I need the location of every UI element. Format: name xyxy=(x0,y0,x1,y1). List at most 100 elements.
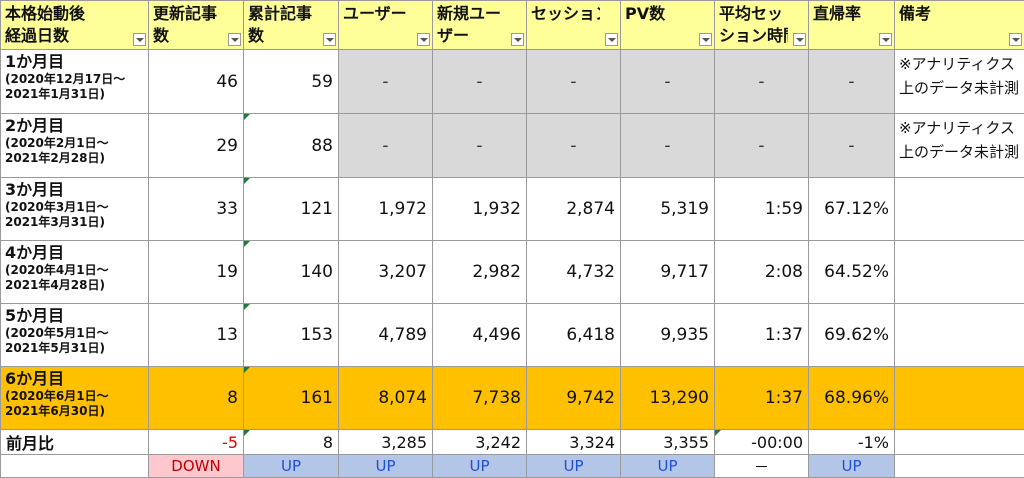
avg-time-cell[interactable]: 1:37 xyxy=(715,367,809,430)
note-cell[interactable] xyxy=(895,304,1024,367)
updated-cell[interactable]: 46 xyxy=(149,50,244,114)
total-cell[interactable]: 121 xyxy=(244,178,339,241)
total-cell[interactable]: 88 xyxy=(244,114,339,178)
pv-cell[interactable]: 5,319 xyxy=(621,178,715,241)
month-cell[interactable]: 2か月目(2020年2月1日～2021年2月28日) xyxy=(1,114,149,178)
header-note[interactable]: 備考 xyxy=(895,1,1024,50)
total-trend-badge[interactable]: UP xyxy=(244,455,339,478)
total-cell[interactable]: 161 xyxy=(244,367,339,430)
total-diff-cell[interactable]: 8 xyxy=(244,430,339,455)
header-avg-time[interactable]: 平均セッション時間 xyxy=(715,1,809,50)
users-diff-cell[interactable]: 3,285 xyxy=(339,430,433,455)
avg-time-cell[interactable]: - xyxy=(715,114,809,178)
bounce-cell[interactable]: - xyxy=(809,50,895,114)
header-new-users[interactable]: 新規ユーザー xyxy=(433,1,527,50)
summary-label[interactable]: 前月比 xyxy=(1,430,149,455)
new-users-cell[interactable]: 2,982 xyxy=(433,241,527,304)
month-cell[interactable]: 5か月目(2020年5月1日～2021年5月31日) xyxy=(1,304,149,367)
new-users-cell[interactable]: 7,738 xyxy=(433,367,527,430)
sessions-cell[interactable]: 4,732 xyxy=(527,241,621,304)
total-cell[interactable]: 153 xyxy=(244,304,339,367)
filter-dropdown-icon[interactable] xyxy=(417,33,430,46)
pv-diff-cell[interactable]: 3,355 xyxy=(621,430,715,455)
header-pv[interactable]: PV数 xyxy=(621,1,715,50)
sessions-cell[interactable]: - xyxy=(527,114,621,178)
sessions-cell[interactable]: 2,874 xyxy=(527,178,621,241)
sessions-trend-badge[interactable]: UP xyxy=(527,455,621,478)
header-bounce[interactable]: 直帰率 xyxy=(809,1,895,50)
bounce-cell[interactable]: - xyxy=(809,114,895,178)
filter-dropdown-icon[interactable] xyxy=(699,33,712,46)
avg-time-cell[interactable]: 1:59 xyxy=(715,178,809,241)
note-cell[interactable] xyxy=(895,178,1024,241)
avg-time-cell[interactable]: 2:08 xyxy=(715,241,809,304)
users-cell[interactable]: - xyxy=(339,50,433,114)
pv-cell[interactable]: - xyxy=(621,114,715,178)
users-cell[interactable]: 4,789 xyxy=(339,304,433,367)
sessions-cell[interactable]: 9,742 xyxy=(527,367,621,430)
pv-cell[interactable]: - xyxy=(621,50,715,114)
total-cell[interactable]: 140 xyxy=(244,241,339,304)
users-cell[interactable]: - xyxy=(339,114,433,178)
bounce-cell[interactable]: 67.12% xyxy=(809,178,895,241)
sessions-diff-cell[interactable]: 3,324 xyxy=(527,430,621,455)
new-users-cell[interactable]: 4,496 xyxy=(433,304,527,367)
users-trend-badge[interactable]: UP xyxy=(339,455,433,478)
avg-time-diff-cell[interactable]: -00:00 xyxy=(715,430,809,455)
updated-cell[interactable]: 29 xyxy=(149,114,244,178)
avg-time-cell[interactable]: - xyxy=(715,50,809,114)
note-cell[interactable]: ※アナリティクス上のデータ未計測 xyxy=(895,114,1024,178)
note-cell[interactable] xyxy=(895,455,1024,478)
avg-time-trend-badge[interactable]: － xyxy=(715,455,809,478)
avg-time-cell[interactable]: 1:37 xyxy=(715,304,809,367)
bounce-diff-cell[interactable]: -1% xyxy=(809,430,895,455)
bounce-cell[interactable]: 69.62% xyxy=(809,304,895,367)
header-total[interactable]: 累計記事数 xyxy=(244,1,339,50)
total-cell[interactable]: 59 xyxy=(244,50,339,114)
header-updated[interactable]: 更新記事数 xyxy=(149,1,244,50)
filter-dropdown-icon[interactable] xyxy=(879,33,892,46)
updated-cell[interactable]: 8 xyxy=(149,367,244,430)
bounce-trend-badge[interactable]: UP xyxy=(809,455,895,478)
note-cell[interactable] xyxy=(895,430,1024,455)
users-cell[interactable]: 8,074 xyxy=(339,367,433,430)
updated-trend-badge[interactable]: DOWN xyxy=(149,455,244,478)
sessions-cell[interactable]: - xyxy=(527,50,621,114)
new-users-diff-cell[interactable]: 3,242 xyxy=(433,430,527,455)
pv-cell[interactable]: 9,717 xyxy=(621,241,715,304)
month-cell[interactable]: 4か月目(2020年4月1日～2021年4月28日) xyxy=(1,241,149,304)
new-users-cell[interactable]: - xyxy=(433,50,527,114)
month-cell[interactable]: 3か月目(2020年3月1日～2021年3月31日) xyxy=(1,178,149,241)
header-users[interactable]: ユーザー xyxy=(339,1,433,50)
updated-cell[interactable]: 13 xyxy=(149,304,244,367)
note-cell[interactable] xyxy=(895,241,1024,304)
pv-cell[interactable]: 13,290 xyxy=(621,367,715,430)
sessions-cell[interactable]: 6,418 xyxy=(527,304,621,367)
new-users-cell[interactable]: 1,932 xyxy=(433,178,527,241)
filter-dropdown-icon[interactable] xyxy=(605,33,618,46)
filter-dropdown-icon[interactable] xyxy=(793,33,806,46)
users-cell[interactable]: 3,207 xyxy=(339,241,433,304)
month-cell[interactable]: 1か月目(2020年12月17日～2021年1月31日) xyxy=(1,50,149,114)
updated-cell[interactable]: 19 xyxy=(149,241,244,304)
pv-cell[interactable]: 9,935 xyxy=(621,304,715,367)
filter-dropdown-icon[interactable] xyxy=(228,33,241,46)
users-cell[interactable]: 1,972 xyxy=(339,178,433,241)
new-users-trend-badge[interactable]: UP xyxy=(433,455,527,478)
updated-diff-cell[interactable]: -5 xyxy=(149,430,244,455)
note-cell[interactable] xyxy=(895,367,1024,430)
filter-dropdown-icon[interactable] xyxy=(323,33,336,46)
pv-trend-badge[interactable]: UP xyxy=(621,455,715,478)
bounce-cell[interactable]: 68.96% xyxy=(809,367,895,430)
filter-dropdown-icon[interactable] xyxy=(133,33,146,46)
trend-label-cell[interactable] xyxy=(1,455,149,478)
filter-dropdown-icon[interactable] xyxy=(511,33,524,46)
updated-cell[interactable]: 33 xyxy=(149,178,244,241)
note-cell[interactable]: ※アナリティクス上のデータ未計測 xyxy=(895,50,1024,114)
header-elapsed[interactable]: 本格始動後経過日数 xyxy=(1,1,149,50)
filter-dropdown-icon[interactable] xyxy=(1009,33,1022,46)
month-cell[interactable]: 6か月目(2020年6月1日～2021年6月30日) xyxy=(1,367,149,430)
new-users-cell[interactable]: - xyxy=(433,114,527,178)
bounce-cell[interactable]: 64.52% xyxy=(809,241,895,304)
